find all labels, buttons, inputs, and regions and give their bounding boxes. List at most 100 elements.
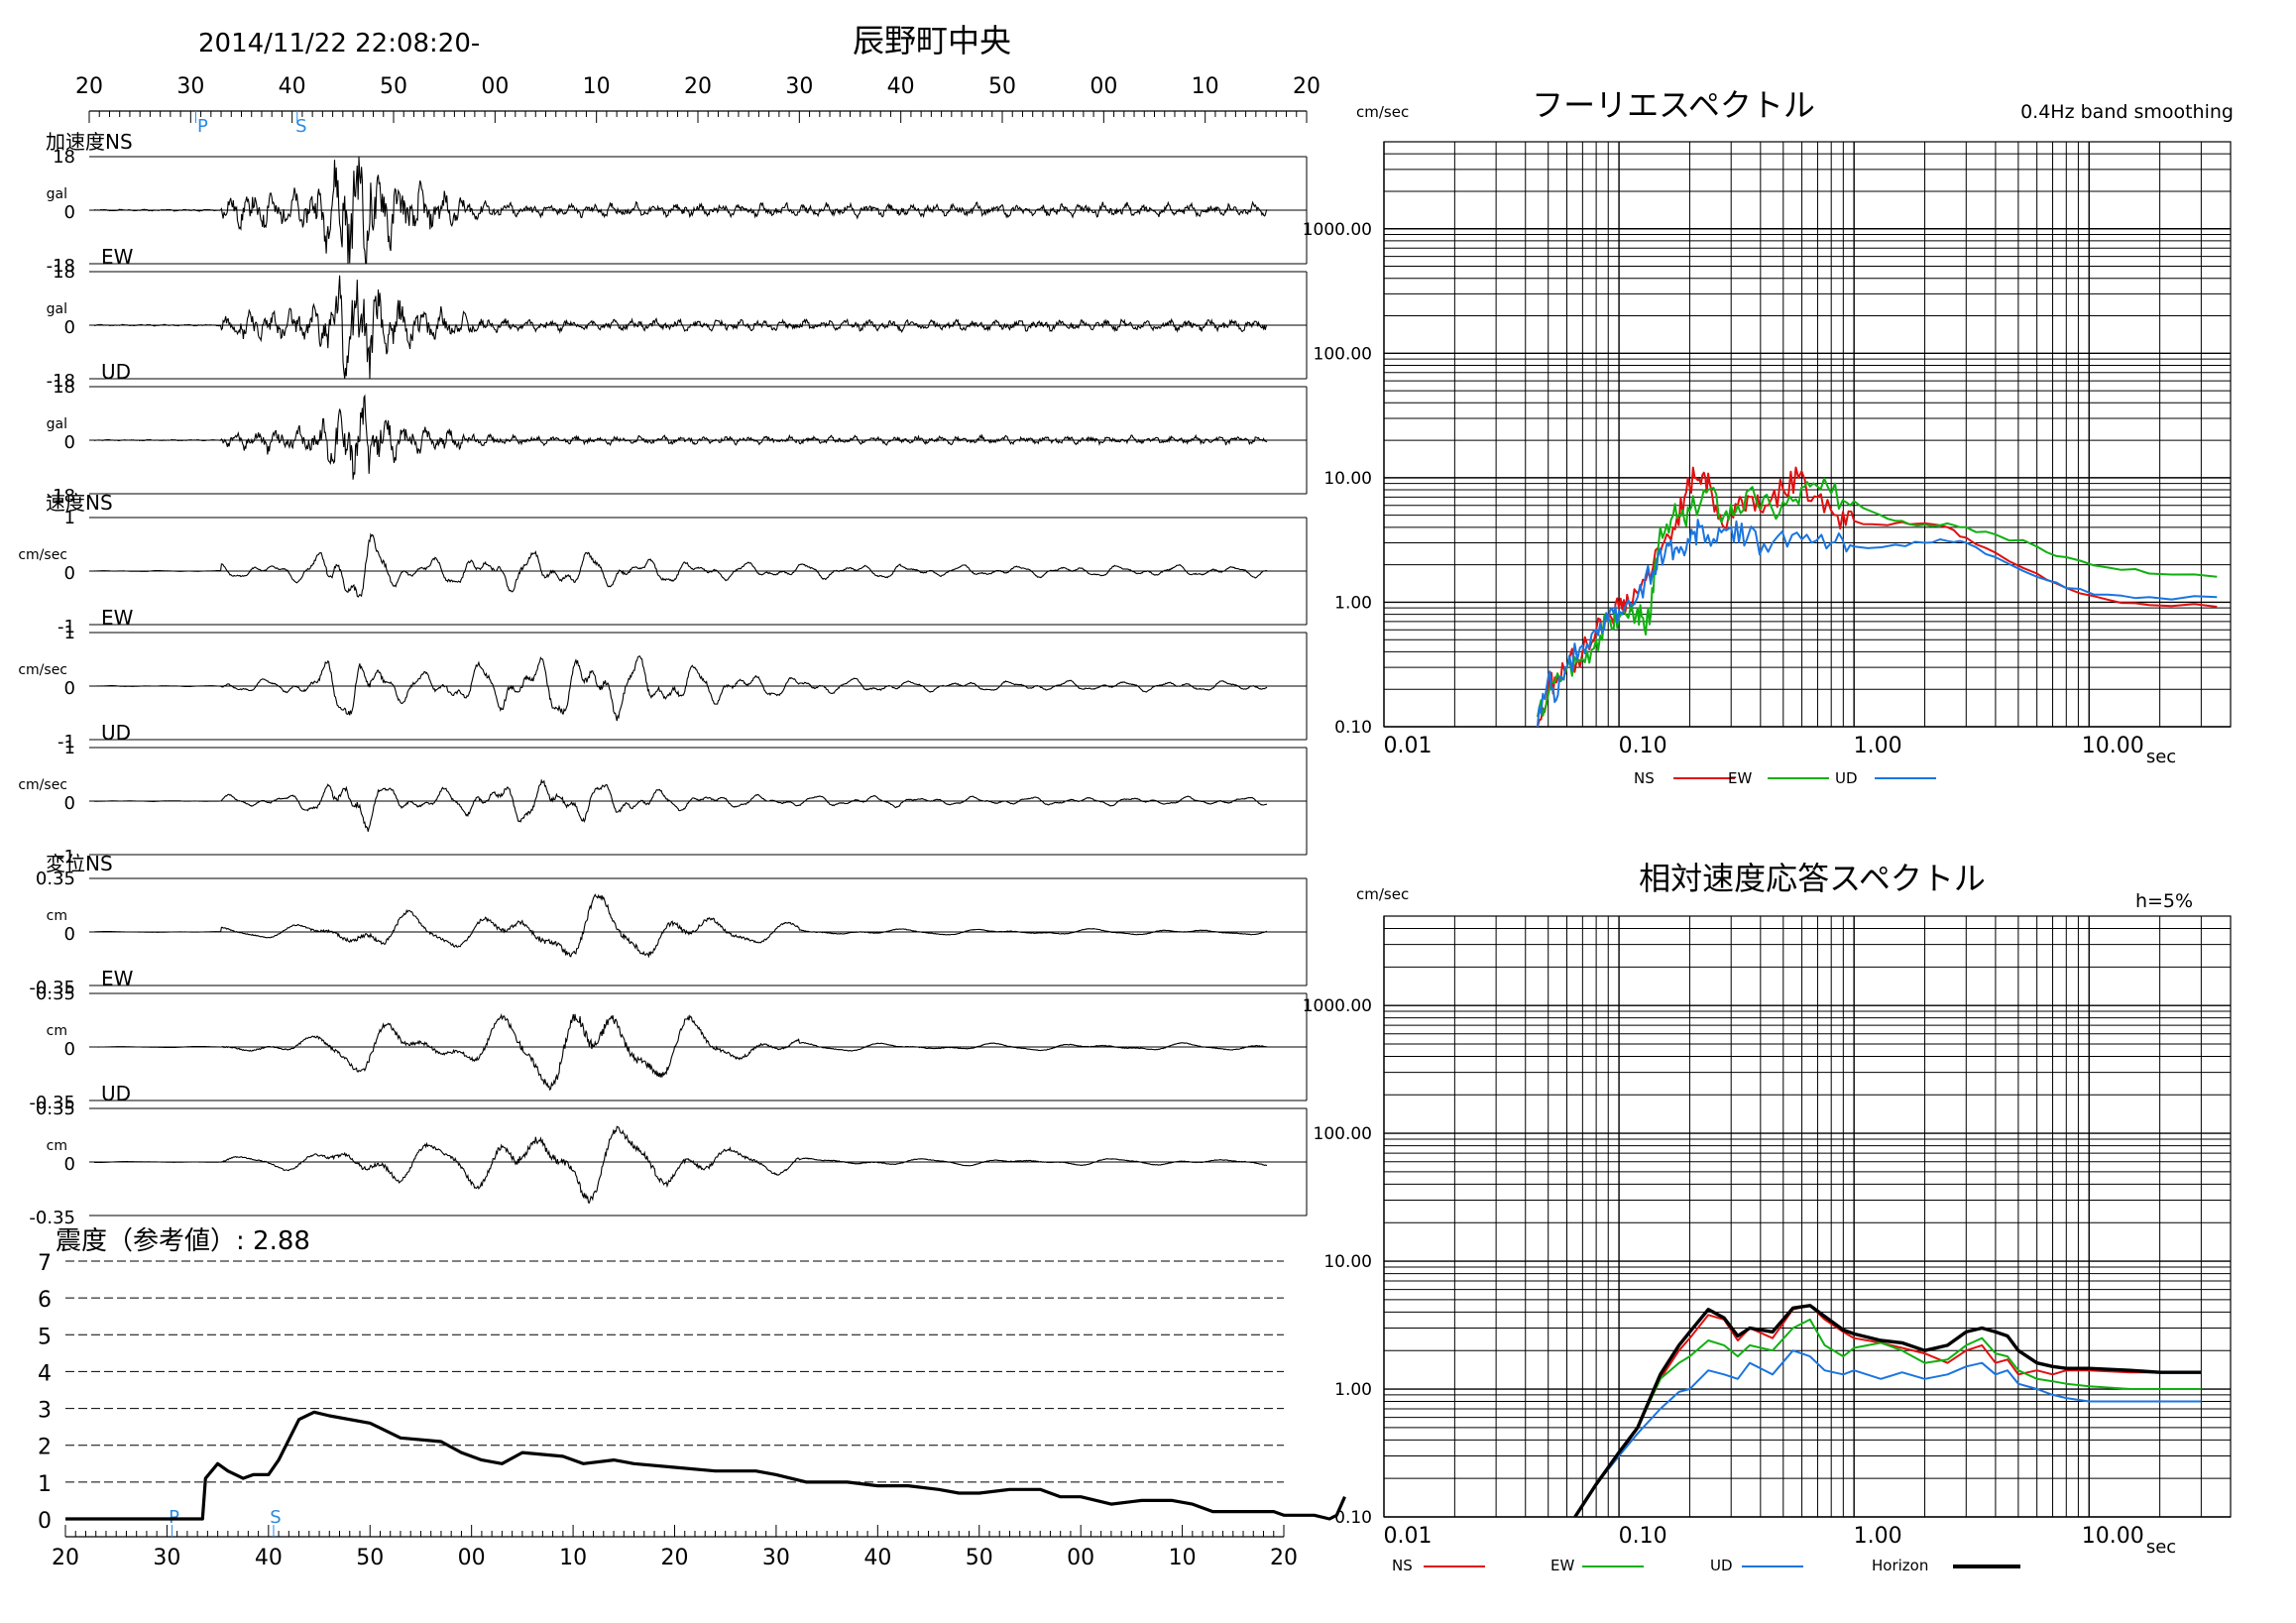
panel-unit-label: cm/sec (18, 662, 67, 678)
fourier-legend-label: UD (1835, 769, 1858, 787)
panel-min-label: -1 (57, 847, 75, 868)
panel-component-label: EW (101, 245, 134, 269)
intensity-x-label: 40 (255, 1546, 283, 1570)
spectrum-series-ew (1573, 1318, 2202, 1517)
waveform-panel: UD 1 0 -1 cm/sec (18, 721, 1308, 868)
panel-max-label: 0.35 (36, 984, 75, 1004)
waveform-time-axis: 20 30 40 50 00 10 20 30 40 50 00 10 20 P S (75, 74, 1320, 137)
spectrum-x-label: 0.01 (1384, 734, 1433, 758)
spectrum-frame (1383, 141, 2232, 728)
spectrum-series-group (1573, 1304, 2202, 1517)
fourier-legend-label: EW (1728, 769, 1752, 787)
panel-component-label: 速度NS (46, 491, 113, 515)
spectrum-x-label: 1.00 (1854, 734, 1902, 758)
response-legend-label: UD (1710, 1557, 1733, 1574)
spectrum-y-label: 1.00 (1334, 1380, 1372, 1400)
spectrum-y-label: 1.00 (1334, 593, 1372, 613)
panel-component-label: EW (101, 606, 134, 630)
time-tick-label: 50 (380, 74, 407, 99)
panel-min-label: -0.35 (29, 978, 75, 998)
waveform-panel: UD 0.35 0 -0.35 cm (29, 1082, 1308, 1228)
spectrum-x-unit: sec (2146, 1537, 2176, 1558)
panel-unit-label: gal (47, 186, 67, 202)
response-legend-label: Horizon (1872, 1557, 1928, 1574)
spectrum-y-label: 0.10 (1334, 1508, 1372, 1528)
intensity-title: 震度（参考値）: 2.88 (56, 1226, 310, 1256)
panel-component-label: 加速度NS (46, 130, 133, 154)
waveform-panel: EW 0.35 0 -0.35 cm (29, 967, 1308, 1113)
fourier-title: フーリエスペクトル (1532, 86, 1815, 124)
panel-unit-label: cm/sec (18, 777, 67, 793)
spectrum-x-label: 0.10 (1619, 1524, 1667, 1549)
response-chart: 0.10 1.00 10.00 100.00 1000.00 0.01 0.10 1.00 10… (1303, 915, 2232, 1574)
spectrum-x-label: 10.00 (2082, 734, 2144, 758)
intensity-y-label: 4 (38, 1361, 52, 1386)
panel-min-label: -1 (57, 732, 75, 753)
panel-component-label: 変位NS (46, 852, 113, 875)
time-tick-label: 20 (75, 74, 103, 99)
panel-max-label: 1 (64, 623, 75, 643)
spectrum-series-ud (1573, 1349, 2202, 1517)
waveform-trace (94, 532, 1268, 598)
intensity-y-label: 5 (38, 1325, 52, 1349)
panel-unit-label: cm (47, 1023, 67, 1039)
intensity-curve (65, 1410, 1346, 1521)
spectrum-series-group (1536, 466, 2218, 727)
station-name: 辰野町中央 (853, 22, 1011, 59)
intensity-x-label: 20 (52, 1546, 79, 1570)
panel-max-label: 18 (53, 262, 75, 283)
intensity-x-label: 00 (1067, 1546, 1094, 1570)
waveform-panels: 加速度NS180-18galEW180-18galUD180-18gal速度NS… (18, 130, 1308, 1228)
panel-unit-label: cm (47, 1138, 67, 1154)
panel-zero-label: 0 (64, 1039, 75, 1060)
panel-max-label: 0.35 (36, 869, 75, 889)
panel-zero-label: 0 (64, 317, 75, 338)
panel-zero-label: 0 (64, 924, 75, 945)
panel-component-label: UD (101, 721, 131, 745)
waveform-trace (94, 893, 1268, 959)
spectrum-x-label: 1.00 (1854, 1524, 1902, 1549)
intensity-x-label: 50 (356, 1546, 384, 1570)
spectrum-x-label: 10.00 (2082, 1524, 2144, 1549)
spectrum-y-label: 10.00 (1323, 1252, 1372, 1272)
spectrum-frame (1383, 915, 2232, 1518)
panel-min-label: -18 (47, 371, 75, 392)
spectrum-y-label: 100.00 (1314, 1124, 1372, 1144)
intensity-x-label: 00 (458, 1546, 486, 1570)
intensity-x-label: 10 (1169, 1546, 1197, 1570)
time-tick-label: 30 (176, 74, 204, 99)
panel-zero-label: 0 (64, 432, 75, 453)
panel-unit-label: cm (47, 908, 67, 924)
time-tick-label: 00 (1090, 74, 1117, 99)
response-subtitle: h=5% (2135, 890, 2193, 912)
fourier-chart: 0.10 1.00 10.00 100.00 1000.00 0.01 0.10 1.00 10… (1303, 141, 2232, 787)
panel-max-label: 18 (53, 147, 75, 168)
intensity-x-label: 40 (863, 1546, 891, 1570)
intensity-y-label: 1 (38, 1472, 52, 1497)
time-tick-label: 20 (1293, 74, 1320, 99)
intensity-y-label: 3 (38, 1399, 52, 1424)
waveform-trace (94, 778, 1268, 832)
intensity-y-label: 2 (38, 1436, 52, 1460)
waveform-trace (93, 394, 1268, 480)
panel-max-label: 1 (64, 508, 75, 528)
intensity-y-label: 0 (38, 1509, 52, 1534)
panel-unit-label: cm/sec (18, 547, 67, 563)
response-legend-label: EW (1550, 1557, 1574, 1574)
fourier-legend-label: NS (1634, 769, 1655, 787)
panel-zero-label: 0 (64, 793, 75, 814)
spectrum-series-horizon (1573, 1304, 2202, 1517)
panel-min-label: -0.35 (29, 1093, 75, 1113)
spectrum-series-ew (1536, 477, 2218, 718)
time-tick-label: 40 (887, 74, 915, 99)
spectrum-y-label: 1000.00 (1303, 220, 1372, 240)
panel-component-label: UD (101, 1082, 131, 1105)
response-legend-label: NS (1392, 1557, 1413, 1574)
time-tick-label: 30 (785, 74, 813, 99)
intensity-y-label: 7 (38, 1251, 52, 1276)
intensity-s-label: S (270, 1507, 281, 1528)
intensity-x-label: 20 (661, 1546, 689, 1570)
response-unit: cm/sec (1356, 885, 1409, 903)
